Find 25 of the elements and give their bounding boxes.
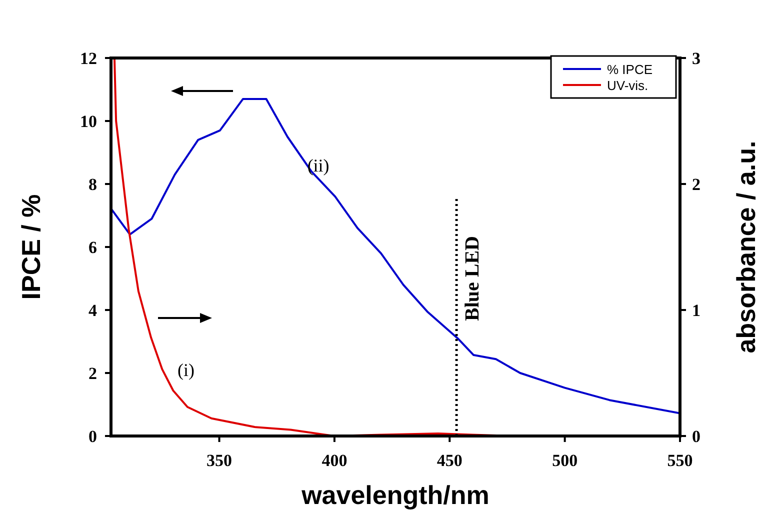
y-axis-title: IPCE / %: [16, 194, 46, 300]
y2-tick-label: 1: [692, 301, 700, 320]
y-tick-label: 0: [88, 427, 97, 446]
x-tick-label: 500: [552, 451, 578, 470]
y-tick-label: 4: [88, 301, 98, 320]
x-axis-title: wavelength/nm: [300, 480, 490, 510]
y2-tick-label: 2: [692, 175, 700, 194]
y2-tick-label: 0: [692, 427, 700, 446]
y-tick-label: 2: [88, 364, 97, 383]
x-tick-label: 550: [667, 451, 693, 470]
line-series: [111, 98, 680, 414]
y2-axis-title: absorbance / a.u.: [731, 140, 761, 354]
y-tick-label: 8: [88, 175, 97, 194]
x-tick-label: 400: [322, 451, 348, 470]
y-tick-label: 12: [80, 49, 97, 68]
x-tick-label: 350: [206, 451, 232, 470]
annotation: (i): [178, 360, 194, 380]
ref-line-label: Blue LED: [462, 236, 484, 322]
y2-tick-label: 3: [692, 49, 700, 68]
legend-label: UV-vis.: [607, 78, 648, 93]
legend-label: % IPCE: [607, 62, 653, 77]
x-tick-label: 450: [436, 451, 462, 470]
annotation: (ii): [307, 155, 330, 176]
y-tick-label: 6: [88, 238, 97, 257]
y-tick-label: 10: [80, 112, 97, 131]
